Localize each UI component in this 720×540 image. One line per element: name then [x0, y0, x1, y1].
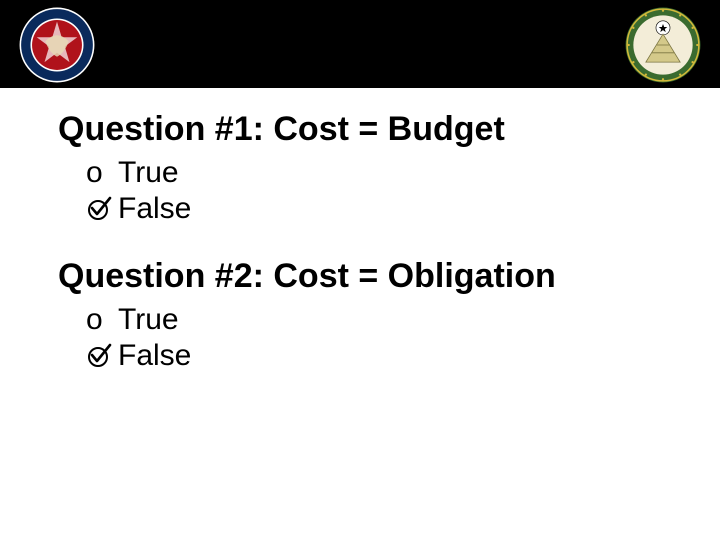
army-pyramid-seal-icon	[624, 6, 702, 84]
question-2: Question #2: Cost = Obligation o True Fa…	[58, 257, 662, 374]
question-1: Question #1: Cost = Budget o True False	[58, 110, 662, 227]
radio-unchecked-icon: o	[86, 155, 114, 191]
option-row: False	[86, 191, 662, 227]
option-row: o True	[86, 155, 662, 191]
radio-checked-icon	[86, 343, 114, 369]
option-label: True	[118, 155, 179, 191]
radio-checked-icon	[86, 196, 114, 222]
slide-content: Question #1: Cost = Budget o True False …	[0, 88, 720, 374]
header-bar	[0, 0, 720, 88]
option-label: False	[118, 338, 191, 374]
option-row: o True	[86, 302, 662, 338]
question-2-options: o True False	[58, 302, 662, 374]
radio-unchecked-icon: o	[86, 302, 114, 338]
question-title: Question #1: Cost = Budget	[58, 110, 662, 149]
question-title: Question #2: Cost = Obligation	[58, 257, 662, 296]
option-row: False	[86, 338, 662, 374]
option-label: False	[118, 191, 191, 227]
army-secretary-seal-icon	[18, 6, 96, 84]
question-1-options: o True False	[58, 155, 662, 227]
option-label: True	[118, 302, 179, 338]
